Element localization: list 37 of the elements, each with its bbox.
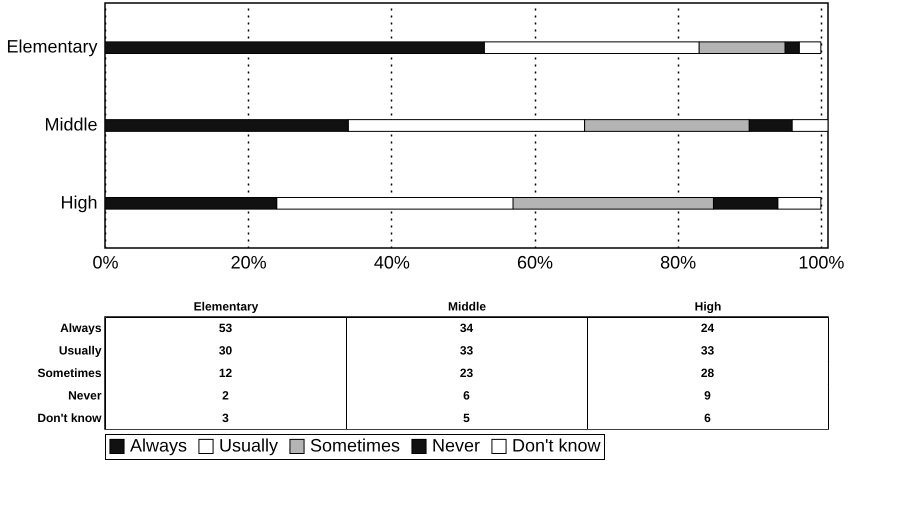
data-label: 24	[700, 321, 714, 336]
y-tick-label: High	[60, 192, 98, 212]
x-tick-label: Middle	[448, 300, 486, 314]
data-label: 12	[218, 366, 232, 380]
data-label: 6	[704, 410, 712, 425]
x-tick-label: 20%	[230, 252, 267, 272]
y-tick-label: Never	[68, 388, 102, 402]
data-label: 23	[460, 366, 474, 380]
data-label: 6	[463, 388, 470, 402]
data-label: 3	[222, 410, 230, 425]
data-label: 33	[700, 344, 714, 358]
data-label: 30	[218, 344, 232, 358]
y-tick-label: Don't know	[37, 410, 102, 425]
y-tick-label: Always	[60, 321, 102, 336]
x-tick-label: 80%	[660, 252, 696, 272]
data-label: 2	[222, 388, 230, 402]
data-label: 5	[463, 410, 470, 425]
y-tick-label: Usually	[58, 344, 102, 358]
data-label: 34	[460, 321, 474, 336]
data-label: 28	[700, 366, 714, 380]
y-tick-label: Middle	[44, 114, 98, 134]
y-tick-label: Sometimes	[37, 366, 102, 380]
data-label: 33	[460, 344, 474, 358]
x-tick-label: 100%	[798, 252, 844, 272]
x-tick-label: High	[694, 300, 722, 314]
legend-label: Never	[432, 435, 480, 456]
x-tick-label: 0%	[92, 252, 119, 272]
x-tick-label: 40%	[374, 252, 410, 272]
legend-label: Always	[130, 435, 188, 456]
legend-label: Usually	[219, 435, 278, 456]
legend-label: Sometimes	[310, 435, 400, 456]
data-label: 9	[704, 388, 712, 402]
data-label: 53	[218, 321, 232, 336]
legend-label: Don't know	[512, 435, 602, 456]
y-tick-label: Elementary	[6, 36, 98, 57]
x-tick-label: Elementary	[194, 300, 259, 314]
x-tick-label: 60%	[516, 252, 554, 272]
